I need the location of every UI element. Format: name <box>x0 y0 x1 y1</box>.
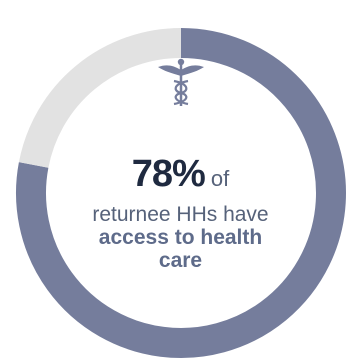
caduceus-icon <box>158 58 204 106</box>
donut-slices <box>16 28 346 358</box>
headline-line: 78% of <box>60 152 301 204</box>
donut-slice-filled <box>16 28 346 358</box>
center-label: 78% of returnee HHs have access to health… <box>60 152 301 272</box>
subject-text: returnee HHs have <box>92 203 269 226</box>
percent-value: 78% <box>131 153 206 195</box>
donut-slice-remaining <box>18 28 182 168</box>
emphasis-text-line1: access to health <box>98 226 263 249</box>
of-text: of <box>210 166 230 191</box>
emphasis-text-line2: care <box>158 249 203 272</box>
